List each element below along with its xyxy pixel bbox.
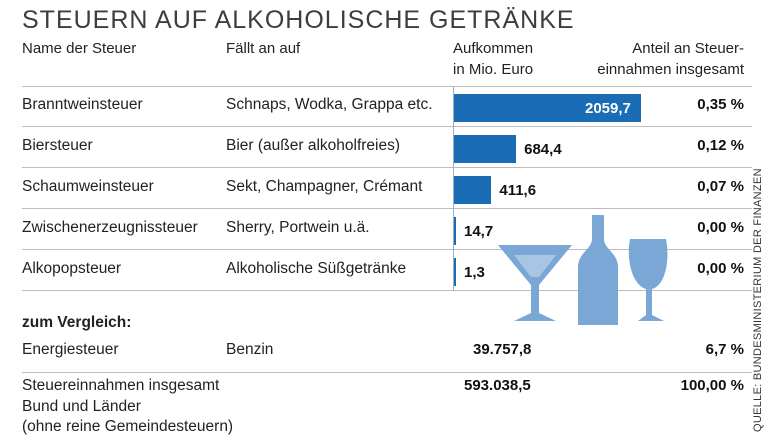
total-name-line2: Bund und Länder (22, 398, 141, 415)
row-share: 6,7 % (705, 341, 744, 358)
bar-value-label: 684,4 (524, 141, 562, 158)
header-name: Name der Steuer (22, 40, 137, 57)
divider (22, 167, 752, 168)
row-share: 0,00 % (697, 260, 744, 277)
total-share: 100,00 % (680, 377, 744, 394)
divider (22, 86, 752, 87)
row-share: 0,00 % (697, 219, 744, 236)
row-name: Biersteuer (22, 137, 93, 154)
row-applies: Alkoholische Süßgetränke (226, 260, 407, 277)
wine-glass-icon (628, 239, 668, 321)
chart-title: STEUERN AUF ALKOHOLISCHE GETRÄNKE (22, 6, 575, 34)
header-applies: Fällt an auf (226, 40, 301, 57)
row-share: 0,35 % (697, 96, 744, 113)
row-applies: Sekt, Champagner, Crémant (226, 178, 423, 195)
row-applies: Schnaps, Wodka, Grappa etc. (226, 96, 433, 113)
divider (22, 126, 752, 127)
header-share-line1: Anteil an Steuer- (632, 40, 744, 57)
divider (22, 290, 752, 291)
source-note: QUELLE: BUNDESMINISTERIUM DER FINANZEN (752, 168, 764, 432)
row-name: Alkopopsteuer (22, 260, 122, 277)
row-name: Branntweinsteuer (22, 96, 143, 113)
row-name: Energiesteuer (22, 341, 119, 358)
bottle-icon (578, 215, 618, 325)
bar-value-label: 411,6 (499, 182, 537, 199)
bar (454, 176, 492, 204)
bar-value-label: 14,7 (464, 223, 494, 240)
row-revenue: 39.757,8 (473, 341, 532, 358)
divider (22, 249, 752, 250)
bar (454, 135, 517, 163)
total-name-line3: (ohne reine Gemeindesteuern) (22, 418, 234, 435)
bar-value-label: 2059,7 (585, 100, 631, 117)
row-applies: Bier (außer alkoholfreies) (226, 137, 401, 154)
row-name: Zwischenerzeugnissteuer (22, 219, 198, 236)
bar (454, 258, 456, 286)
row-applies: Benzin (226, 341, 274, 358)
bar (454, 217, 456, 245)
row-share: 0,12 % (697, 137, 744, 154)
cocktail-glass-icon (498, 245, 572, 321)
total-revenue: 593.038,5 (464, 377, 531, 394)
bar-value-label: 1,3 (464, 264, 485, 281)
divider (22, 372, 752, 373)
total-name-line1: Steuereinnahmen insgesamt (22, 377, 220, 394)
row-name: Schaumweinsteuer (22, 178, 154, 195)
drinks-illustration (498, 215, 668, 325)
comparison-heading: zum Vergleich: (22, 314, 132, 331)
divider (22, 208, 752, 209)
row-applies: Sherry, Portwein u.ä. (226, 219, 370, 236)
row-share: 0,07 % (697, 178, 744, 195)
header-revenue-line1: Aufkommen (453, 40, 534, 57)
bar (454, 94, 641, 122)
bar-axis (453, 86, 454, 291)
header-revenue-line2: in Mio. Euro (453, 61, 534, 78)
header-share-line2: einnahmen insgesamt (597, 61, 744, 78)
